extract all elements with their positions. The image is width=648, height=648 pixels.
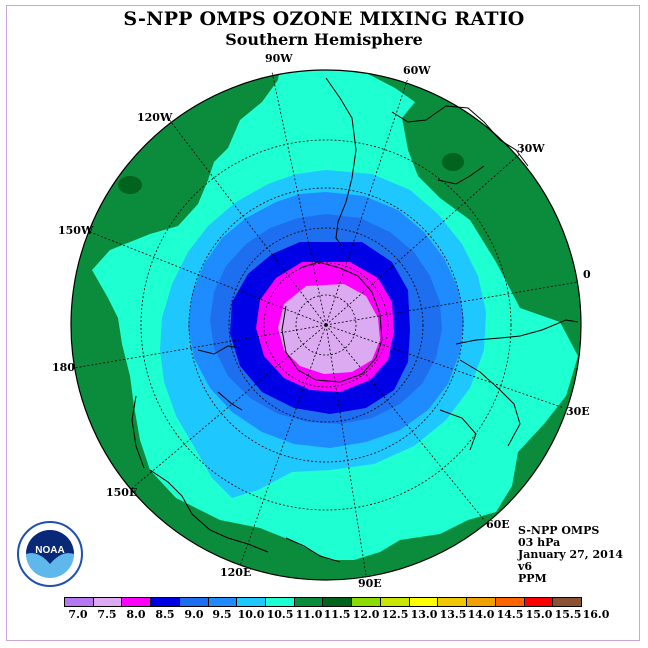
colorbar-segment xyxy=(179,598,209,606)
colorbar-segment xyxy=(65,598,94,606)
lon-label-120w: 120W xyxy=(137,111,173,124)
colorbar-tick-label: 7.0 xyxy=(68,608,88,621)
info-block: S-NPP OMPS 03 hPa January 27, 2014 v6 PP… xyxy=(518,525,623,585)
colorbar-ticks: 7.0 7.5 8.0 8.5 9.0 9.5 10.0 10.5 11.0 11.5 12.0 12… xyxy=(64,608,609,622)
contour-layer xyxy=(71,70,581,580)
colorbar-tick-label: 12.5 xyxy=(381,608,409,621)
colorbar-segment xyxy=(524,598,554,606)
lon-label-180: 180 xyxy=(52,361,75,374)
colorbar-tick-label: 7.5 xyxy=(97,608,117,621)
colorbar-segment xyxy=(438,598,468,606)
info-instrument: S-NPP OMPS xyxy=(518,524,600,537)
colorbar-tick-label: 12.0 xyxy=(352,608,380,621)
info-level: 03 hPa xyxy=(518,536,561,549)
frame xyxy=(6,5,640,641)
colorbar-segment xyxy=(122,598,152,606)
lon-label-90w: 90W xyxy=(265,52,293,65)
colorbar-tick-label: 8.0 xyxy=(126,608,146,621)
lon-label-30w: 30W xyxy=(517,142,545,155)
info-date: January 27, 2014 xyxy=(518,548,624,561)
colorbar-tick-label: 10.0 xyxy=(237,608,265,621)
colorbar-tick-label: 8.5 xyxy=(155,608,175,621)
lon-label-30e: 30E xyxy=(566,405,590,418)
colorbar-segment xyxy=(237,598,267,606)
info-version: v6 xyxy=(518,560,533,573)
colorbar-segment xyxy=(151,598,180,606)
lon-label-90e: 90E xyxy=(358,577,382,590)
lon-label-60w: 60W xyxy=(403,64,431,77)
colorbar-tick-label: 14.0 xyxy=(467,608,495,621)
colorbar-tick-label: 14.5 xyxy=(496,608,524,621)
noaa-logo: NOAA xyxy=(17,521,83,587)
colorbar-tick-label: 16.0 xyxy=(582,608,610,621)
colorbar-tick-label: 9.5 xyxy=(212,608,232,621)
page-subtitle: Southern Hemisphere xyxy=(225,30,423,49)
colorbar-tick-label: 13.5 xyxy=(439,608,467,621)
lon-label-150w: 150W xyxy=(58,224,94,237)
colorbar-segment xyxy=(93,598,123,606)
lon-label-120e: 120E xyxy=(220,566,251,579)
colorbar-segment xyxy=(467,598,496,606)
colorbar-tick-label: 10.5 xyxy=(266,608,294,621)
noaa-logo-text: NOAA xyxy=(35,545,64,556)
colorbar-tick-label: 15.0 xyxy=(525,608,553,621)
colorbar-segment xyxy=(208,598,238,606)
contour-12-0-patch xyxy=(118,176,142,194)
colorbar-tick-label: 11.5 xyxy=(323,608,351,621)
colorbar-tick-label: 13.0 xyxy=(410,608,438,621)
lon-label-60e: 60E xyxy=(486,518,510,531)
colorbar-segment xyxy=(380,598,410,606)
colorbar-tick-label: 15.5 xyxy=(554,608,582,621)
coastlines xyxy=(131,77,579,563)
colorbar-segment xyxy=(409,598,439,606)
colorbar-segment xyxy=(323,598,353,606)
colorbar-segment xyxy=(294,598,324,606)
colorbar-segment xyxy=(495,598,525,606)
colorbar-tick-label: 11.0 xyxy=(295,608,323,621)
map-boundary xyxy=(70,69,582,581)
colorbar-tick-label: 9.0 xyxy=(184,608,204,621)
colorbar xyxy=(64,597,582,607)
info-units: PPM xyxy=(518,572,547,585)
lon-label-0: 0 xyxy=(583,268,591,281)
contour-12-0-patch xyxy=(442,153,464,171)
colorbar-segment xyxy=(266,598,295,606)
colorbar-segment xyxy=(352,598,381,606)
colorbar-segment xyxy=(553,598,581,606)
lon-label-150e: 150E xyxy=(106,486,137,499)
graticule xyxy=(73,71,579,576)
page-title: S-NPP OMPS OZONE MIXING RATIO xyxy=(123,8,525,30)
